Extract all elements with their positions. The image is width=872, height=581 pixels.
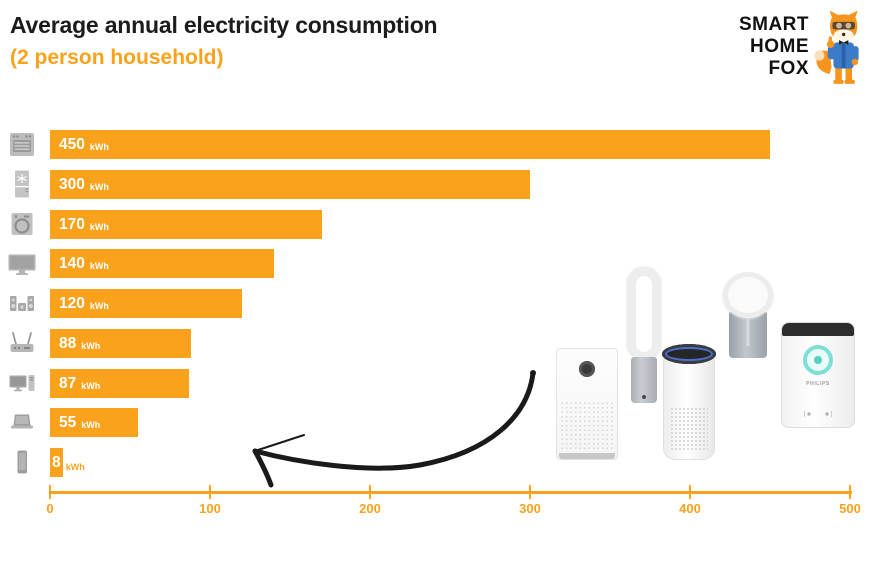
chart-row-fridge-freezer: 300 kWh xyxy=(0,170,872,199)
bar-smartphone: 8 xyxy=(50,448,63,477)
fox-mascot-icon xyxy=(814,10,859,84)
chart-row-wifi-router: 88 kWh xyxy=(0,329,872,358)
purifier-top-panel xyxy=(782,323,854,336)
x-axis-tick-label-300: 300 xyxy=(519,501,541,516)
bar-laptop: 55 kWh xyxy=(50,408,138,437)
bar-value-label: 140 xyxy=(59,254,85,272)
page-title: Average annual electricity consumption xyxy=(10,12,438,38)
hand-drawn-arrow xyxy=(252,370,536,488)
purifier-mesh-texture xyxy=(670,407,708,451)
xiaomi-box-air-purifier-image xyxy=(556,348,618,460)
x-axis-tick-300 xyxy=(528,485,532,499)
purifier-mesh-texture xyxy=(560,401,614,451)
header: Average annual electricity consumption (… xyxy=(10,12,438,70)
bar-value-label: 55 xyxy=(59,413,77,431)
bar-desktop-computer: 87 kWh xyxy=(50,369,190,398)
bar-unit-label: kWh xyxy=(89,141,109,152)
wifi-router-icon xyxy=(8,329,36,357)
stereo-system-icon xyxy=(8,289,36,317)
purifier-slot xyxy=(746,318,750,346)
dyson-tower-air-purifier-image xyxy=(627,267,661,403)
chart-row-stereo-system: 120 kWh xyxy=(0,289,872,318)
smartphone-icon xyxy=(8,448,36,476)
bar-unit-label: kWh xyxy=(89,181,109,192)
x-axis-tick-0 xyxy=(48,485,52,499)
bar-unit-label: kWh xyxy=(89,221,109,232)
chart-row-desktop-computer: 87 kWh xyxy=(0,369,872,398)
bar-unit-label: kWh xyxy=(81,419,101,430)
x-axis-tick-label-0: 0 xyxy=(46,501,54,516)
bar-unit-label: kWh xyxy=(89,260,109,271)
purifier-dome xyxy=(723,272,773,318)
purifier-control-icons xyxy=(804,411,832,417)
chart-row-television: 140 kWh xyxy=(0,249,872,278)
purifier-loop xyxy=(627,267,661,361)
bar-chart: 450 kWh 300 kWh 170 kWh 140 kWh 120 kWh 88 kWh 87 kWh… xyxy=(0,130,872,480)
philips-brand-text: PHILIPS xyxy=(806,381,830,387)
bar-wifi-router: 88 kWh xyxy=(50,329,191,358)
purifier-base xyxy=(631,357,657,403)
x-axis-tick-400 xyxy=(688,485,692,499)
purifier-display-ring xyxy=(803,345,833,375)
page-subtitle: (2 person household) xyxy=(10,46,224,69)
bar-unit-label: kWh xyxy=(65,461,85,472)
chart-row-laptop: 55 kWh xyxy=(0,408,872,437)
logo-wordmark: SMART HOME FOX xyxy=(733,8,809,80)
logo-line-fox: FOX xyxy=(768,58,809,79)
bar-value-label: 300 xyxy=(59,175,85,193)
bar-television: 140 kWh xyxy=(50,249,274,278)
x-axis-tick-200 xyxy=(368,485,372,499)
laptop-icon xyxy=(8,408,36,436)
bar-value-label: 87 xyxy=(59,374,77,392)
purifier-button xyxy=(642,395,646,399)
x-axis-tick-label-200: 200 xyxy=(359,501,381,516)
air-purifier-product-images: PHILIPS xyxy=(550,260,872,482)
purifier-base xyxy=(559,453,615,459)
x-axis-tick-500 xyxy=(848,485,852,499)
bar-stereo-system: 120 kWh xyxy=(50,289,242,318)
television-icon xyxy=(8,249,36,277)
levoit-cylinder-air-purifier-image xyxy=(662,344,716,462)
fridge-freezer-icon xyxy=(8,170,36,198)
logo-line-home: HOME xyxy=(750,36,809,57)
desktop-computer-icon xyxy=(8,369,36,397)
x-axis-tick-label-100: 100 xyxy=(199,501,221,516)
bar-value-label: 170 xyxy=(59,215,85,233)
purifier-base xyxy=(729,312,767,358)
x-axis-line xyxy=(49,491,852,494)
bar-unit-label: kWh xyxy=(81,380,101,391)
x-axis-tick-label-500: 500 xyxy=(839,501,861,516)
bar-value-label: 450 xyxy=(59,135,85,153)
dyson-pure-cool-me-air-purifier-image xyxy=(723,272,773,358)
bar-unit-label: kWh xyxy=(89,300,109,311)
purifier-body xyxy=(663,354,715,460)
chart-row-smartphone: 8 kWh xyxy=(0,448,872,477)
bar-value-label: 120 xyxy=(59,294,85,312)
x-axis-tick-label-400: 400 xyxy=(679,501,701,516)
purifier-display-dial xyxy=(579,361,595,377)
bar-value-label: 8 xyxy=(52,453,61,471)
bar-oven: 450 kWh xyxy=(50,130,770,159)
chart-row-oven: 450 kWh xyxy=(0,130,872,159)
bar-fridge-freezer: 300 kWh xyxy=(50,170,530,199)
purifier-top-dial xyxy=(662,344,716,364)
chart-row-washing-machine: 170 kWh xyxy=(0,210,872,239)
bar-washing-machine: 170 kWh xyxy=(50,210,322,239)
logo-line-smart: SMART xyxy=(738,14,809,35)
purifier-loop-hole xyxy=(636,276,652,352)
oven-icon xyxy=(8,130,36,158)
bar-unit-label: kWh xyxy=(81,340,101,351)
x-axis-tick-100 xyxy=(208,485,212,499)
bar-value-label: 88 xyxy=(59,334,77,352)
x-axis: 0 100 200 300 400 500 xyxy=(0,485,872,521)
smart-home-fox-logo: SMART HOME FOX xyxy=(733,8,867,90)
washing-machine-icon xyxy=(8,210,36,238)
philips-air-purifier-image: PHILIPS xyxy=(781,322,855,428)
